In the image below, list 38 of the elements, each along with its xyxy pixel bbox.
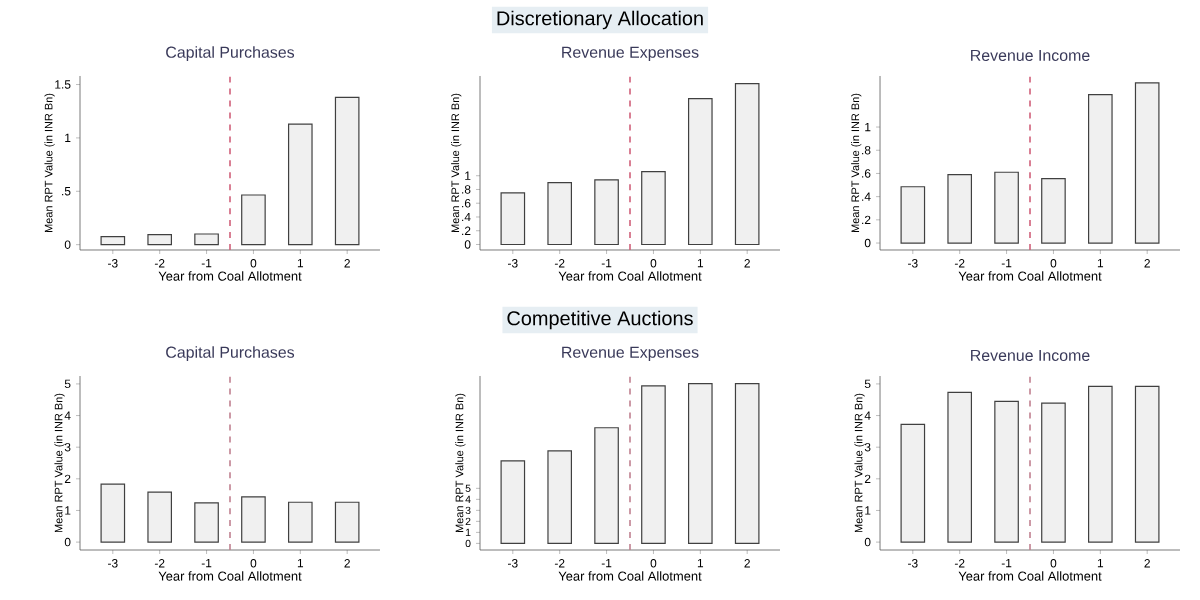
bar [641, 385, 666, 544]
bar [241, 496, 266, 543]
bar [1088, 385, 1113, 543]
bar [687, 383, 713, 544]
bar [241, 194, 266, 246]
bar [500, 460, 526, 544]
bar [1088, 93, 1113, 244]
bar [947, 173, 973, 244]
bar [1041, 178, 1066, 244]
bar [1041, 402, 1066, 543]
bar [287, 501, 313, 543]
bar [547, 450, 573, 544]
bar [994, 171, 1019, 244]
bar [500, 192, 526, 246]
bar [334, 96, 360, 246]
bar [734, 383, 760, 544]
bar [147, 491, 173, 543]
bar [594, 427, 619, 544]
bar [334, 501, 360, 543]
bar [147, 234, 173, 246]
bar [194, 233, 219, 246]
bar [900, 423, 926, 543]
bar [900, 186, 926, 244]
bar [287, 123, 313, 246]
bar [194, 502, 219, 543]
bar [641, 170, 666, 246]
bar [947, 391, 973, 543]
bar [100, 483, 126, 543]
bar [100, 236, 126, 246]
text: Competitive Auctions [507, 310, 693, 330]
bar [994, 400, 1019, 543]
bar [594, 179, 619, 246]
bar [547, 181, 573, 246]
bar [1134, 82, 1160, 244]
bar [1134, 385, 1160, 543]
bar [734, 82, 760, 246]
bar [687, 98, 713, 246]
text: Discretionary Allocation [497, 10, 703, 30]
